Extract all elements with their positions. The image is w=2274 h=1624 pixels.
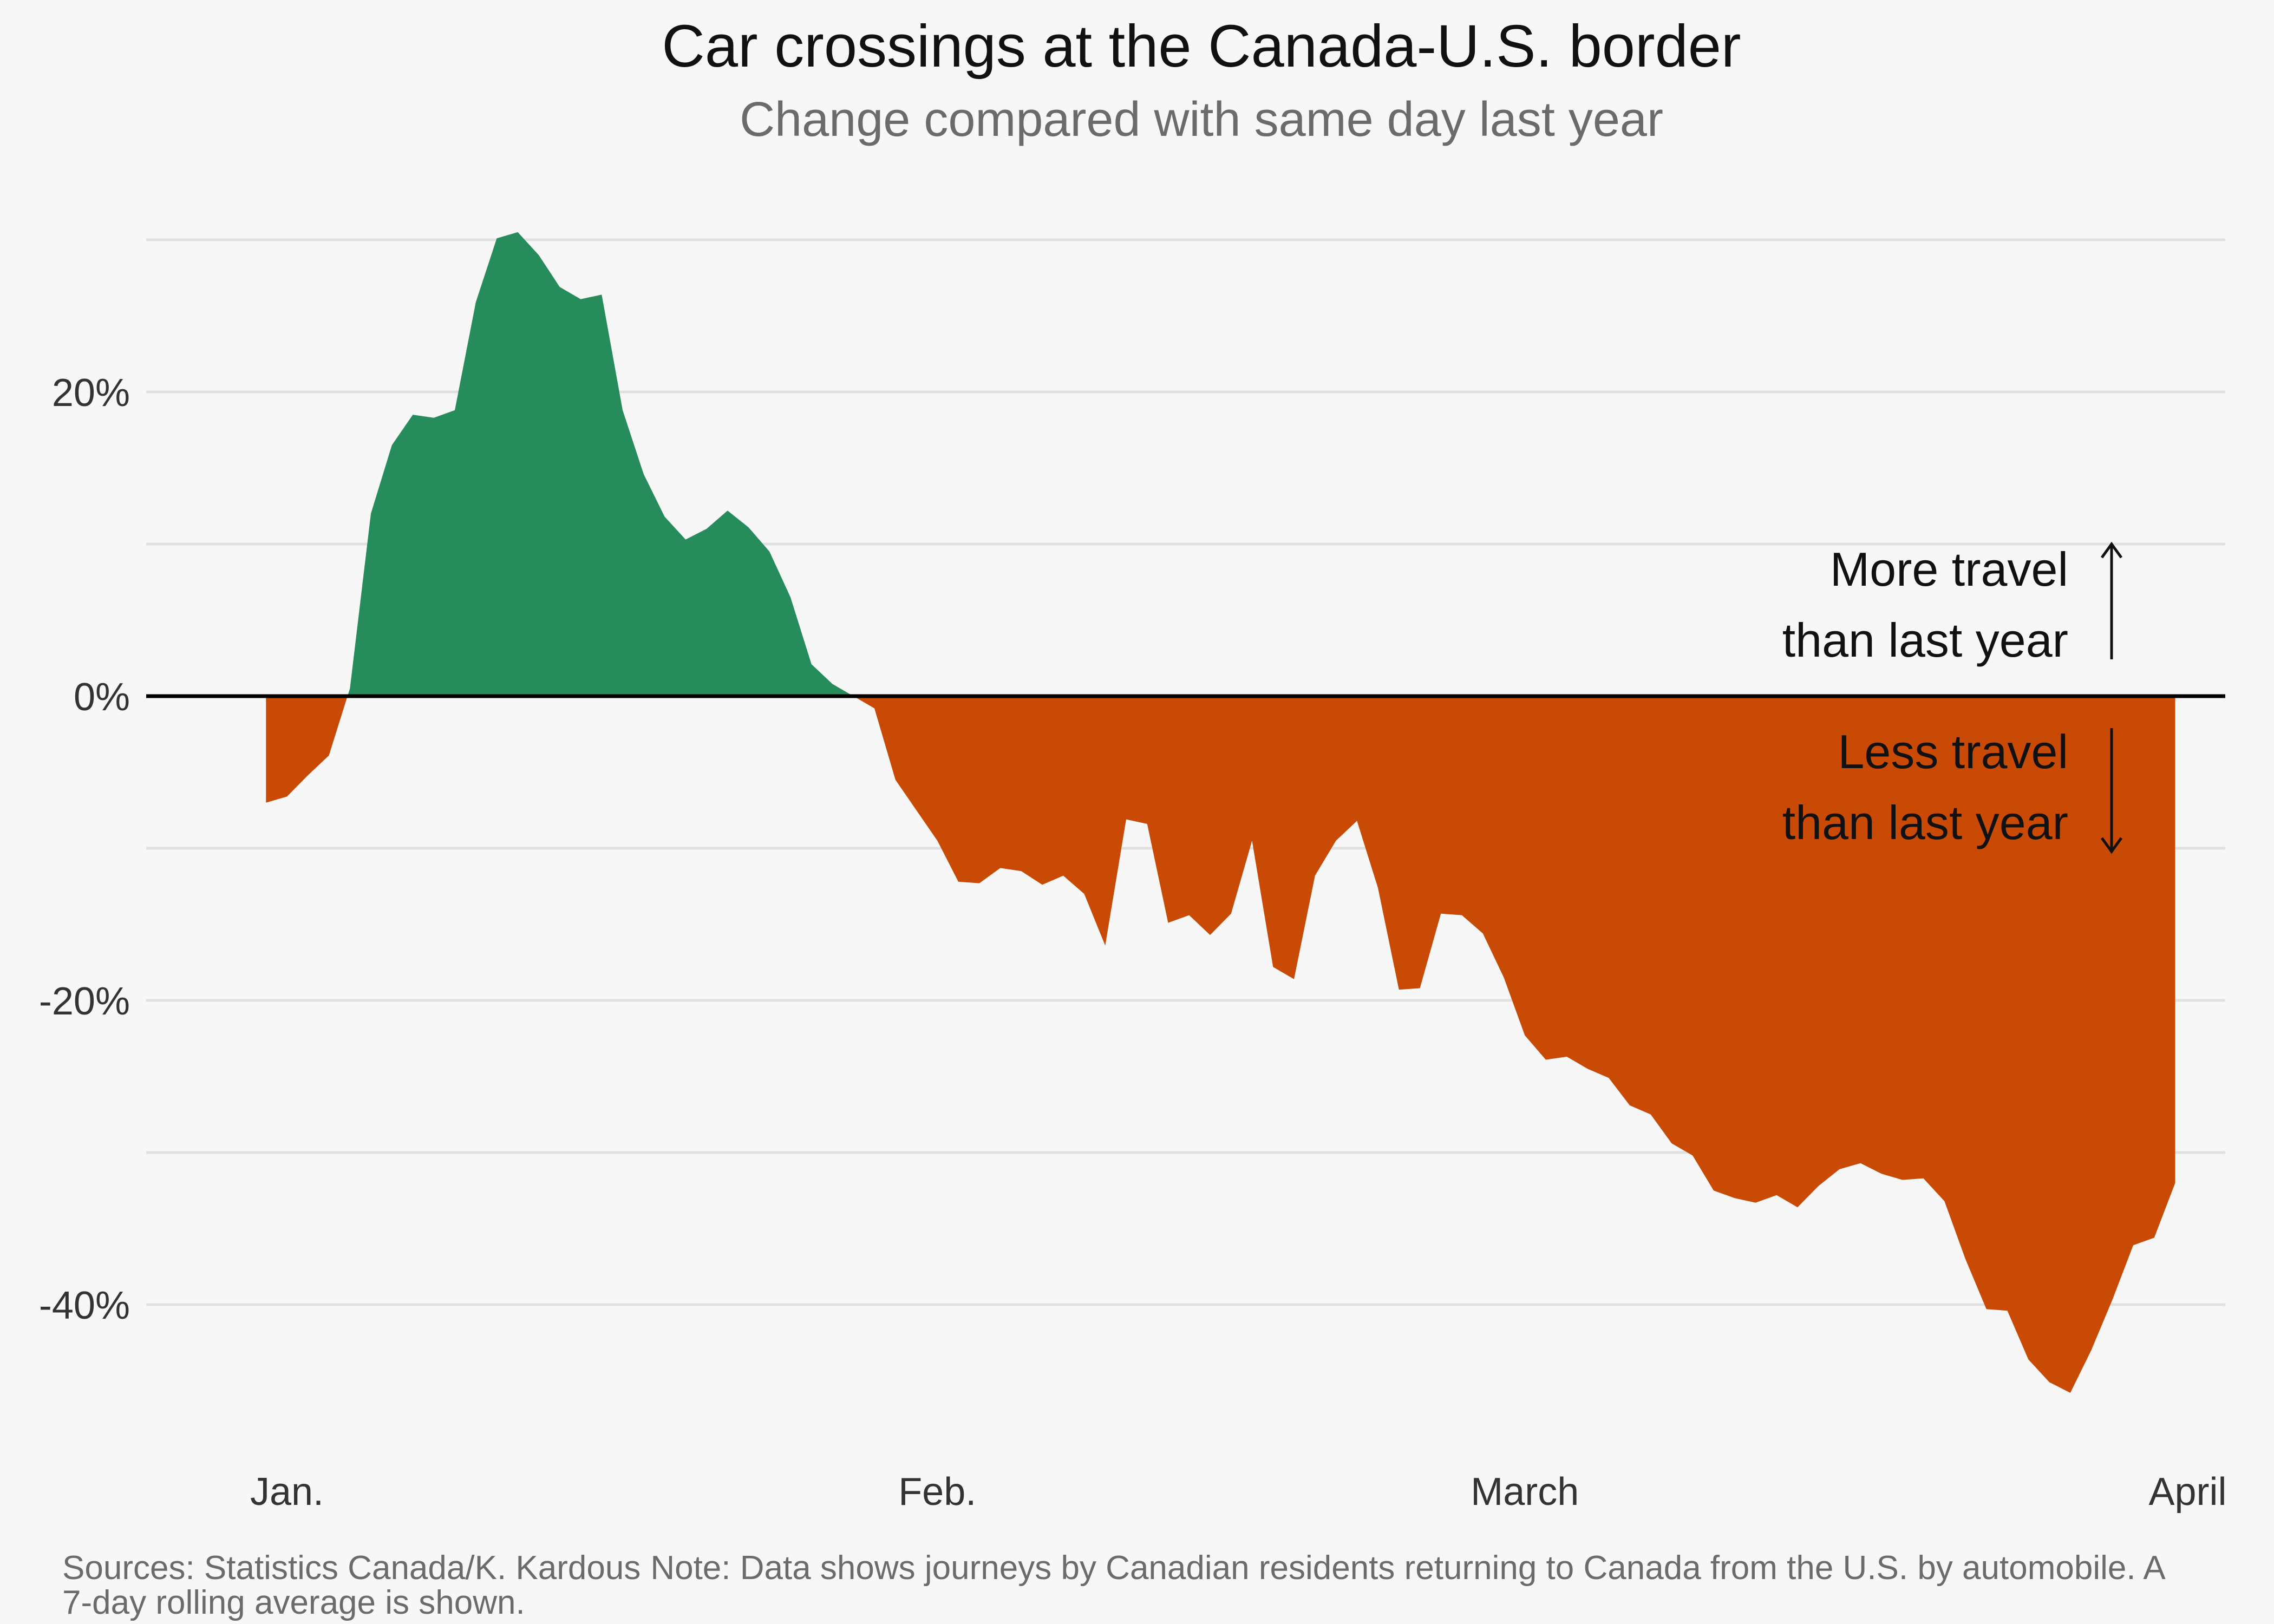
y-tick-label: 0% <box>74 676 130 719</box>
y-tick-label: -40% <box>39 1284 130 1327</box>
area-negative <box>266 696 348 803</box>
chart-footer: Sources: Statistics Canada/K. Kardous Not… <box>62 1551 2174 1620</box>
chart-subtitle: Change compared with same day last year <box>740 93 1663 147</box>
y-tick-label: 20% <box>52 371 130 415</box>
area-positive <box>347 232 854 696</box>
footer-sources: Sources: Statistics Canada/K. Kardous <box>62 1549 641 1587</box>
arrow-up-icon <box>2100 541 2123 559</box>
annotation-less-text: Less travel <box>1838 725 2068 778</box>
x-tick-label: Jan. <box>250 1470 324 1514</box>
y-tick-label: -20% <box>39 980 130 1023</box>
x-tick-label: April <box>2148 1470 2226 1514</box>
annotation-less-text: than last year <box>1782 796 2068 849</box>
chart-title: Car crossings at the Canada-U.S. border <box>662 13 1741 80</box>
x-tick-label: Feb. <box>898 1470 976 1514</box>
x-tick-label: March <box>1471 1470 1579 1514</box>
area-negative <box>853 696 2175 1393</box>
chart-plot: 20% 0% -20% -40% Jan. Feb. March April More trav… <box>39 232 2227 1514</box>
arrow-down-icon <box>2100 837 2123 854</box>
footer-note: Note: Data shows journeys by Canadian re… <box>62 1549 2164 1621</box>
annotation-more-text: More travel <box>1830 542 2068 596</box>
annotation-more-text: than last year <box>1782 613 2068 667</box>
